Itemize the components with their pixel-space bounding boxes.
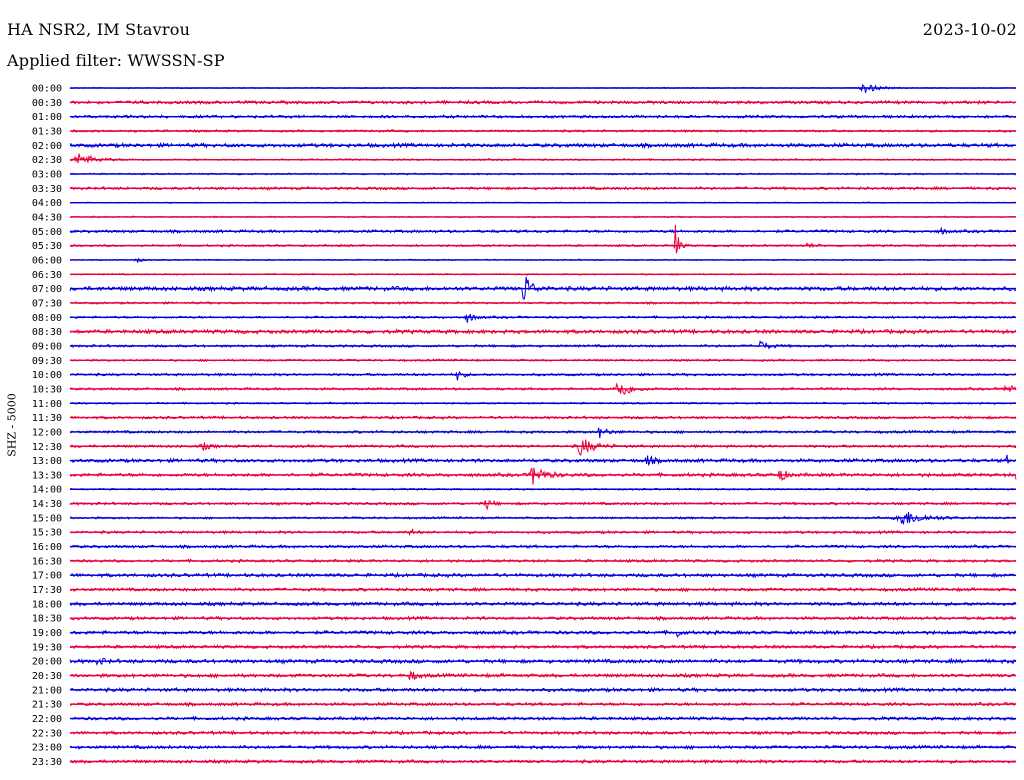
hour-label: 08:30 <box>32 327 62 338</box>
trace-line <box>69 427 1017 439</box>
hour-label: 20:30 <box>32 671 62 682</box>
hour-label: 11:30 <box>32 413 62 424</box>
hour-label: 14:30 <box>32 499 62 510</box>
hour-label: 06:00 <box>32 255 62 266</box>
hour-label: 09:30 <box>32 356 62 367</box>
hour-label: 05:30 <box>32 241 62 252</box>
hour-label: 04:00 <box>32 198 62 209</box>
trace-line <box>69 224 1017 254</box>
date-label: 2023-10-02 <box>922 20 1017 39</box>
hour-label: 19:30 <box>32 642 62 653</box>
hour-label: 20:00 <box>32 657 62 668</box>
hour-label: 03:00 <box>32 169 62 180</box>
trace-line <box>69 628 1017 638</box>
hour-label: 18:00 <box>32 599 62 610</box>
trace-line <box>69 141 1017 150</box>
hour-label: 13:00 <box>32 456 62 467</box>
hour-label: 13:30 <box>32 470 62 481</box>
filter-label: Applied filter: WWSSN-SP <box>7 51 225 70</box>
hour-label: 16:00 <box>32 542 62 553</box>
hour-label: 22:00 <box>32 714 62 725</box>
hour-label: 17:30 <box>32 585 62 596</box>
hour-label: 21:00 <box>32 685 62 696</box>
hour-label: 12:30 <box>32 442 62 453</box>
hour-label: 12:00 <box>32 427 62 438</box>
hour-label: 18:30 <box>32 614 62 625</box>
hour-label: 11:00 <box>32 399 62 410</box>
hour-label: 23:30 <box>32 757 62 768</box>
hour-label: 14:00 <box>32 485 62 496</box>
hour-label: 02:30 <box>32 155 62 166</box>
hour-label: 22:30 <box>32 728 62 739</box>
trace-line <box>69 370 1017 381</box>
hour-label: 00:30 <box>32 98 62 109</box>
hour-label: 15:30 <box>32 528 62 539</box>
hour-label: 23:00 <box>32 743 62 754</box>
hour-label: 15:00 <box>32 513 62 524</box>
station-title: HA NSR2, IM Stavrou <box>7 20 191 39</box>
trace-line <box>69 313 1017 323</box>
trace-line <box>69 153 1017 164</box>
hour-label: 10:30 <box>32 384 62 395</box>
hour-label: 03:30 <box>32 184 62 195</box>
trace-line <box>69 454 1017 467</box>
hour-label: 07:30 <box>32 298 62 309</box>
hour-label: 21:30 <box>32 700 62 711</box>
hour-label: 05:00 <box>32 227 62 238</box>
hour-label: 17:00 <box>32 571 62 582</box>
hour-label: 04:30 <box>32 212 62 223</box>
hour-label: 02:00 <box>32 141 62 152</box>
trace-line <box>69 339 1017 350</box>
hour-label: 01:00 <box>32 112 62 123</box>
hour-label: 10:00 <box>32 370 62 381</box>
hour-label: 07:00 <box>32 284 62 295</box>
trace-line <box>69 467 1017 485</box>
hour-label: 08:00 <box>32 313 62 324</box>
hour-label: 09:00 <box>32 341 62 352</box>
trace-line <box>69 729 1017 736</box>
hour-label: 19:00 <box>32 628 62 639</box>
hour-label: 00:00 <box>32 84 62 95</box>
hour-label: 06:30 <box>32 270 62 281</box>
trace-line <box>69 83 1017 93</box>
trace-line <box>69 499 1017 511</box>
hour-label: 16:30 <box>32 556 62 567</box>
trace-line <box>69 439 1017 456</box>
hour-label: 01:30 <box>32 126 62 137</box>
